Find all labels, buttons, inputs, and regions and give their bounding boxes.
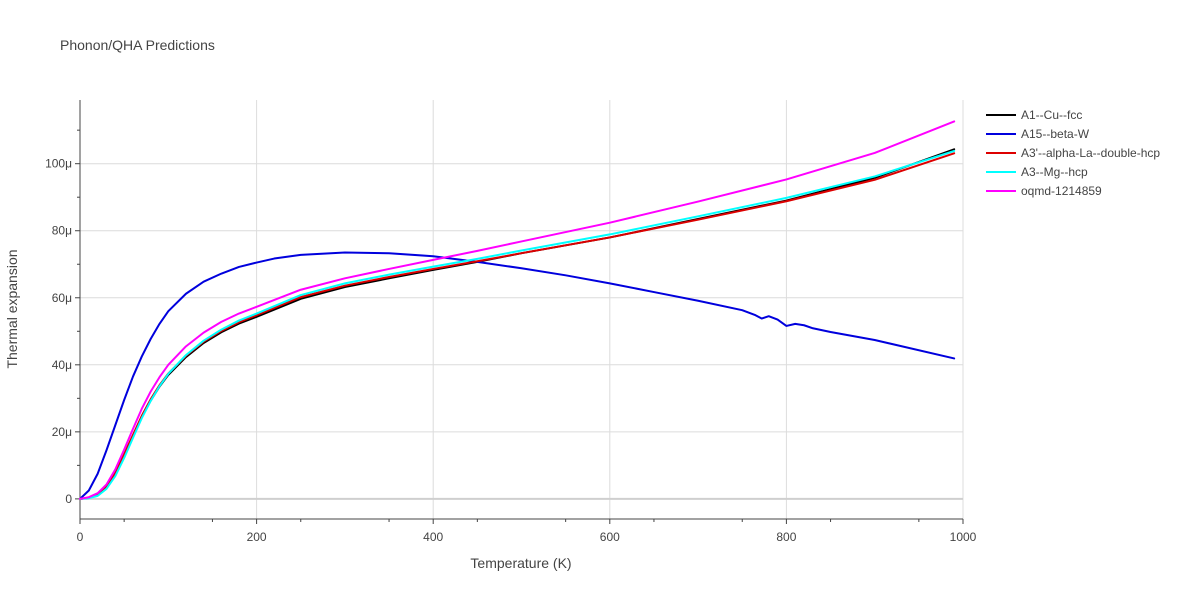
legend-label: A3'--alpha-La--double-hcp — [1021, 146, 1160, 160]
x-tick-label: 800 — [776, 530, 796, 544]
y-tick-label: 40μ — [52, 358, 72, 372]
series-line-3 — [79, 152, 956, 500]
y-tick-label: 60μ — [52, 291, 72, 305]
y-tick-label: 80μ — [52, 224, 72, 238]
y-axis-title: Thermal expansion — [4, 249, 20, 368]
legend-item[interactable]: A3--Mg--hcp — [986, 165, 1088, 179]
x-tick-label: 1000 — [950, 530, 977, 544]
x-tick-label: 400 — [423, 530, 443, 544]
legend-item[interactable]: A1--Cu--fcc — [986, 108, 1082, 122]
legend-label: oqmd-1214859 — [1021, 184, 1102, 198]
chart-title: Phonon/QHA Predictions — [60, 37, 215, 53]
y-tick-label: 0 — [65, 492, 72, 506]
axes — [79, 100, 963, 520]
legend-label: A3--Mg--hcp — [1021, 165, 1088, 179]
legend-item[interactable]: A3'--alpha-La--double-hcp — [986, 146, 1160, 160]
x-tick-label: 200 — [247, 530, 267, 544]
y-tick-label: 20μ — [52, 425, 72, 439]
legend-item[interactable]: A15--beta-W — [986, 127, 1090, 141]
legend-label: A15--beta-W — [1021, 127, 1090, 141]
x-axis-title: Temperature (K) — [470, 555, 571, 571]
legend-label: A1--Cu--fcc — [1021, 108, 1082, 122]
plot-area — [79, 120, 956, 500]
series-line-4 — [79, 149, 956, 500]
series-line-5 — [79, 120, 956, 500]
legend[interactable]: A1--Cu--fcc A15--beta-W A3'--alpha-La--dou… — [986, 108, 1160, 198]
series-line-1 — [79, 148, 956, 500]
tick-labels: 0 200 400 600 800 1000 0 20μ 40μ 60μ 80μ 100μ — [45, 129, 977, 544]
x-tick-label: 600 — [600, 530, 620, 544]
x-tick-label: 0 — [77, 530, 84, 544]
legend-item[interactable]: oqmd-1214859 — [986, 184, 1102, 198]
y-tick-label: 100μ — [45, 157, 72, 171]
series-line-2 — [79, 251, 956, 500]
gridlines — [80, 100, 964, 519]
